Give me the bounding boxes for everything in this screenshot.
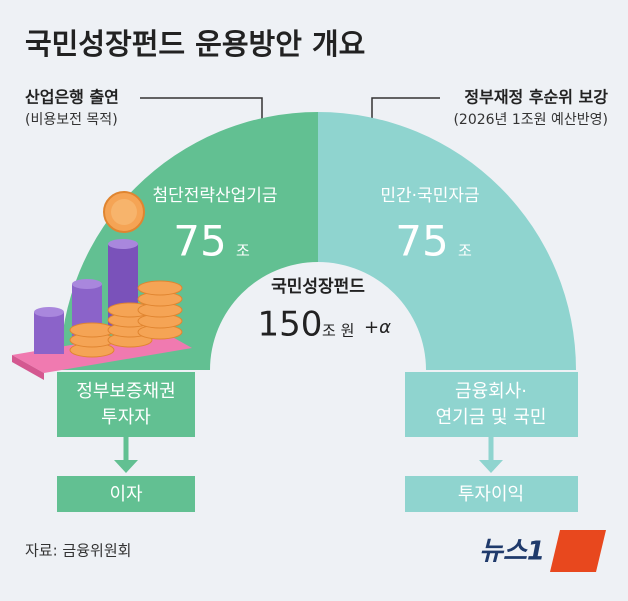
left-fund: 첨단전략산업기금 bbox=[152, 186, 277, 206]
center-amount: 150 bbox=[258, 305, 323, 345]
right-investor: 금융회사· bbox=[455, 381, 527, 402]
leader-line bbox=[140, 97, 263, 120]
arrow-head bbox=[479, 460, 503, 473]
left-amount: 75 bbox=[173, 217, 226, 266]
coins-illustration bbox=[12, 191, 192, 380]
right-source-note: (2026년 1조원 예산반영) bbox=[453, 112, 608, 128]
left-investor-box bbox=[57, 372, 195, 437]
right-return-box bbox=[405, 476, 578, 512]
leader-line bbox=[371, 97, 440, 120]
right-fund: 민간·국민자금 bbox=[380, 186, 479, 206]
left-source-note: (비용보전 목적) bbox=[25, 112, 118, 128]
arrow-head bbox=[114, 460, 138, 473]
right-return: 투자이익 bbox=[458, 484, 524, 505]
right-investor: 연기금 및 국민 bbox=[436, 407, 547, 428]
right-investor-box bbox=[405, 372, 578, 437]
left-return-box bbox=[57, 476, 195, 512]
logo: 뉴스1 bbox=[479, 537, 545, 567]
left-source: 산업은행 출연 bbox=[25, 88, 119, 107]
right-unit: 조 bbox=[458, 242, 472, 260]
left-investor: 투자자 bbox=[101, 407, 151, 428]
right-arch bbox=[318, 112, 576, 370]
title: 국민성장펀드 운용방안 개요 bbox=[25, 27, 365, 61]
right-amount: 75 bbox=[395, 217, 448, 266]
center-unit: 조 원 bbox=[322, 322, 354, 340]
left-unit: 조 bbox=[236, 242, 250, 260]
center-name: 국민성장펀드 bbox=[271, 277, 365, 297]
logo-mark bbox=[550, 530, 606, 572]
left-investor: 정부보증채권 bbox=[76, 381, 175, 402]
center-plus: +α bbox=[364, 317, 391, 338]
footer-source: 자료: 금융위원회 bbox=[25, 542, 131, 560]
right-source: 정부재정 후순위 보강 bbox=[464, 88, 608, 107]
left-return: 이자 bbox=[109, 484, 143, 505]
